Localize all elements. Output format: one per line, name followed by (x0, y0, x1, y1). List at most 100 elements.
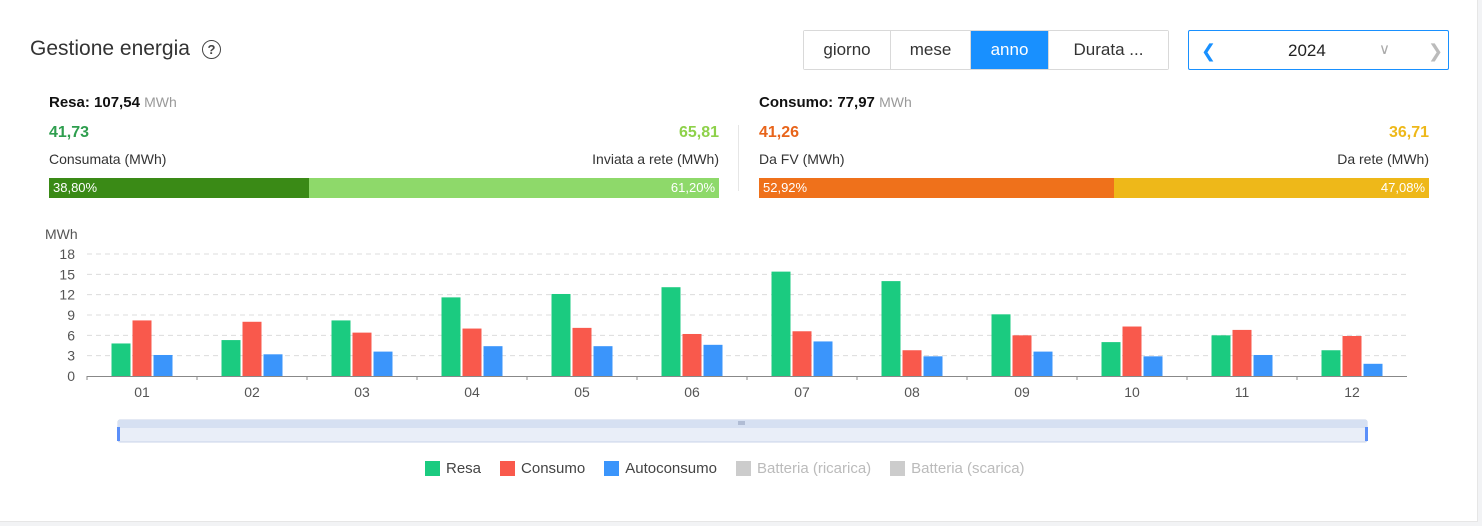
resa-grid-label: Inviata a rete (MWh) (592, 151, 719, 167)
resa-header: Resa: 107,54 MWh (49, 94, 719, 111)
bar-consumo-08 (902, 350, 922, 376)
x-tick-label: 04 (464, 384, 480, 400)
consumo-pv-value: 41,26 (759, 124, 800, 141)
x-tick-label: 10 (1124, 384, 1140, 400)
legend-swatch (500, 461, 516, 476)
consumo-header: Consumo: 77,97 MWh (759, 94, 1429, 111)
bar-consumo-01 (132, 320, 152, 376)
chevron-left-icon[interactable]: ❮ (1201, 41, 1217, 61)
chevron-down-icon[interactable]: ∨ (1379, 41, 1390, 58)
resa-grid-value: 65,81 (678, 124, 719, 141)
consumo-unit: MWh (879, 94, 912, 110)
y-tick-label: 3 (67, 348, 75, 364)
x-tick-label: 05 (574, 384, 590, 400)
bar-consumo-07 (792, 331, 812, 376)
consumo-ratio-bar: 52,92% 47,08% (759, 178, 1429, 198)
title-text: Gestione energia (30, 37, 190, 60)
consumo-pv-label: Da FV (MWh) (759, 151, 845, 167)
bar-autoconsumo-10 (1143, 356, 1163, 376)
bar-consumo-10 (1122, 326, 1142, 376)
legend-swatch (604, 461, 620, 476)
legend-swatch (425, 461, 440, 476)
tab-anno[interactable]: anno (971, 31, 1049, 69)
tab-giorno[interactable]: giorno (804, 31, 891, 69)
resa-label: Resa: (49, 94, 90, 111)
bar-resa-12 (1321, 350, 1341, 376)
bar-autoconsumo-04 (483, 346, 503, 376)
period-tabs: giorno mese anno Durata ... (803, 30, 1169, 70)
y-tick-label: 9 (67, 307, 75, 323)
legend-item-0[interactable]: Resa (425, 460, 481, 477)
zoom-drag-grip (738, 421, 745, 425)
bar-autoconsumo-07 (813, 341, 833, 376)
consumo-panel: Consumo: 77,97 MWh 41,26 36,71 Da FV (MW… (759, 94, 1429, 204)
x-tick-label: 06 (684, 384, 700, 400)
legend-label: Resa (446, 460, 482, 477)
bar-autoconsumo-01 (153, 354, 173, 376)
bar-autoconsumo-03 (373, 351, 393, 376)
chart-legend: Resa Consumo Autoconsumo Batteria (ricarica… (425, 460, 1044, 477)
bar-resa-03 (331, 320, 351, 376)
resa-total: 107,54 (94, 94, 140, 111)
legend-label: Batteria (ricarica) (756, 460, 872, 477)
legend-item-3[interactable]: Batteria (ricarica) (735, 460, 872, 477)
y-tick-label: 6 (67, 327, 75, 343)
consumo-label: Consumo: (759, 94, 834, 111)
consumo-grid-value: 36,71 (1388, 124, 1429, 141)
x-tick-label: 03 (354, 384, 370, 400)
question-circle-icon[interactable]: ? (201, 39, 221, 59)
panel-divider (738, 125, 739, 191)
x-tick-label: 11 (1235, 384, 1250, 400)
bar-autoconsumo-05 (593, 346, 613, 376)
bar-resa-02 (221, 340, 241, 376)
bar-autoconsumo-06 (703, 344, 723, 376)
resa-panel: Resa: 107,54 MWh 41,73 65,81 Consumata (… (49, 94, 719, 204)
consumo-pv-segment: 52,92% (759, 178, 1114, 198)
legend-item-4[interactable]: Batteria (scarica) (890, 460, 1025, 477)
year-value[interactable]: 2024 (1288, 41, 1326, 60)
bar-resa-09 (991, 314, 1011, 376)
zoom-handle-left (117, 427, 120, 441)
consumo-grid-segment: 47,08% (1113, 178, 1429, 198)
legend-label: Batteria (scarica) (911, 460, 1025, 477)
legend-swatch (735, 461, 751, 476)
resa-consumed-value: 41,73 (49, 124, 90, 141)
x-tick-label: 07 (794, 384, 810, 400)
bar-resa-04 (441, 297, 461, 376)
bar-consumo-06 (682, 333, 702, 376)
x-tick-label: 08 (904, 384, 920, 400)
bar-consumo-11 (1232, 329, 1252, 376)
bar-autoconsumo-11 (1253, 354, 1273, 376)
legend-swatch (890, 461, 906, 476)
legend-item-2[interactable]: Autoconsumo (604, 460, 717, 477)
chevron-right-icon[interactable]: ❯ (1428, 41, 1444, 61)
legend-label: Consumo (521, 460, 586, 477)
y-tick-label: 15 (59, 266, 75, 282)
bar-resa-01 (111, 343, 131, 376)
resa-ratio-bar: 38,80% 61,20% (49, 178, 719, 198)
bar-consumo-09 (1012, 335, 1032, 376)
tab-durata[interactable]: Durata ... (1049, 31, 1168, 69)
legend-item-1[interactable]: Consumo (500, 460, 585, 477)
resa-consumed-segment: 38,80% (49, 178, 309, 198)
bar-consumo-02 (242, 321, 262, 376)
year-picker[interactable]: ❮ 2024 ∨ ❯ (1188, 30, 1449, 70)
bar-resa-06 (661, 287, 681, 376)
y-axis-label: MWh (45, 226, 78, 242)
x-tick-label: 09 (1014, 384, 1030, 400)
y-tick-label: 12 (59, 287, 75, 303)
tab-mese[interactable]: mese (891, 31, 971, 69)
legend-label: Autoconsumo (625, 460, 717, 477)
bar-resa-07 (771, 271, 791, 376)
bar-autoconsumo-08 (923, 356, 943, 376)
bar-autoconsumo-09 (1033, 351, 1053, 376)
x-tick-label: 12 (1344, 384, 1360, 400)
page-title: Gestione energia ? (30, 37, 221, 61)
x-tick-label: 02 (244, 384, 260, 400)
y-tick-label: 18 (59, 246, 75, 262)
bar-autoconsumo-02 (263, 354, 283, 376)
bar-consumo-05 (572, 327, 592, 376)
consumo-grid-label: Da rete (MWh) (1337, 151, 1429, 167)
bar-resa-08 (881, 281, 901, 376)
